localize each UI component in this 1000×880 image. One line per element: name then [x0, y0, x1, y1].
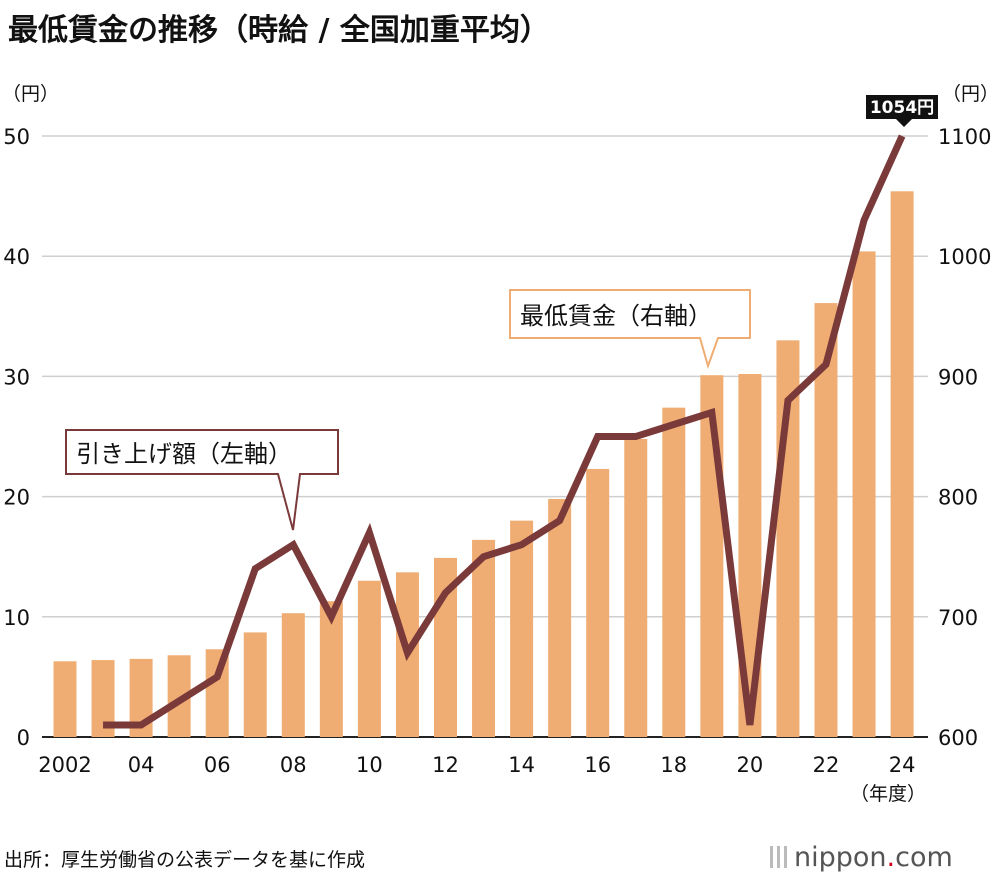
brand-dot: .	[887, 842, 896, 873]
right-tick-label: 1100	[938, 125, 991, 149]
x-tick-label: 10	[356, 753, 383, 777]
series-line	[103, 134, 906, 729]
right-tick-label: 1000	[938, 245, 991, 269]
x-tick-label: 24	[889, 753, 916, 777]
x-axis-unit: （年度）	[850, 783, 926, 805]
left-tick-label: 10	[3, 606, 30, 630]
right-axis: 600 700 800 900 1000 1100	[938, 125, 991, 750]
chart-title: 最低賃金の推移（時給 / 全国加重平均）	[8, 13, 550, 48]
left-axis-unit: （円）	[2, 83, 59, 105]
last-value-label: 1054円	[870, 98, 934, 118]
x-tick-label: 04	[128, 753, 155, 777]
left-tick-label: 50	[3, 125, 30, 149]
bar	[472, 539, 496, 737]
bar	[510, 520, 534, 737]
x-tick-label: 16	[584, 753, 611, 777]
bar	[814, 303, 838, 737]
left-tick-label: 20	[3, 486, 30, 510]
right-axis-unit: （円）	[942, 83, 999, 105]
left-tick-label: 0	[17, 726, 30, 750]
right-tick-label: 900	[938, 365, 978, 389]
right-tick-label: 600	[938, 726, 978, 750]
line-series	[103, 134, 906, 729]
x-tick-label: 20	[737, 753, 764, 777]
left-tick-label: 40	[3, 245, 30, 269]
brand-name: nippon	[794, 842, 887, 873]
bar	[91, 660, 115, 737]
bar-series	[53, 191, 914, 738]
x-tick-label: 06	[204, 753, 231, 777]
brand-logo: nippon.com	[770, 842, 953, 873]
x-tick-label: 2002	[38, 753, 91, 777]
bar-series-callout: 最低賃金（右軸）	[509, 289, 751, 370]
x-tick-label: 22	[813, 753, 840, 777]
last-value-annotation: 1054円	[866, 95, 938, 127]
x-tick-label: 14	[508, 753, 535, 777]
x-tick-label: 18	[660, 753, 687, 777]
bar	[852, 251, 876, 737]
bar	[357, 580, 381, 737]
brand-suffix: com	[895, 842, 953, 873]
bar	[624, 438, 648, 737]
left-axis: 0 10 20 30 40 50	[3, 125, 30, 750]
x-tick-label: 08	[280, 753, 307, 777]
right-tick-label: 700	[938, 606, 978, 630]
svg-text:nippon.com: nippon.com	[794, 842, 953, 873]
bar	[890, 191, 914, 738]
bar	[53, 661, 77, 737]
bar	[167, 655, 191, 737]
bar	[281, 613, 305, 737]
bar	[243, 632, 267, 737]
bar	[548, 499, 572, 737]
bar	[586, 468, 610, 737]
brand-mark-icon	[770, 846, 787, 868]
right-tick-label: 800	[938, 486, 978, 510]
left-tick-label: 30	[3, 365, 30, 389]
x-axis: 2002 04 06 08 10 12 14 16 18 20 22 24	[38, 753, 915, 777]
x-tick-label: 12	[432, 753, 459, 777]
line-series-label: 引き上げ額（左軸）	[76, 440, 292, 468]
line-series-callout: 引き上げ額（左軸）	[65, 429, 339, 531]
bar	[205, 649, 229, 737]
bar	[319, 601, 343, 737]
bar-series-label: 最低賃金（右軸）	[520, 302, 712, 330]
bar	[662, 407, 686, 737]
source-note: 出所：厚生労働省の公表データを基に作成	[4, 849, 365, 871]
